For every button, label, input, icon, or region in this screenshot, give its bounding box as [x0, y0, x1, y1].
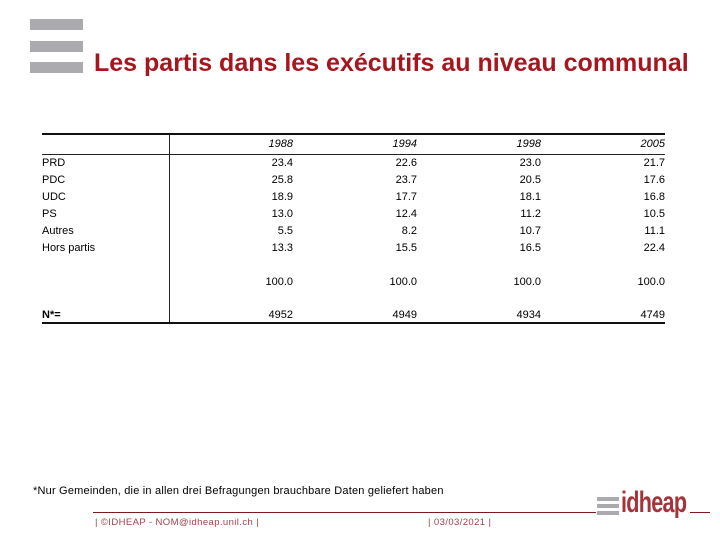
cell-value: 23.4: [271, 156, 293, 169]
cell-value: 12.4: [395, 207, 417, 220]
total-value: 100.0: [389, 275, 417, 288]
cell-value: 13.0: [271, 207, 293, 220]
row-label: Hors partis: [42, 239, 170, 256]
cell-value: 18.9: [271, 190, 293, 203]
table-corner-cell: [42, 134, 170, 155]
cell-value: 16.5: [519, 241, 541, 254]
footer-copyright: | ©IDHEAP - NOM@idheap.unil.ch |: [95, 517, 260, 528]
cell-value: 10.5: [643, 207, 665, 220]
idheap-logo-text: idheap: [621, 486, 687, 519]
cell-value: 20.5: [519, 173, 541, 186]
table-row: UDC 18.9 17.7 18.1 16.8: [42, 188, 665, 205]
row-label: UDC: [42, 188, 170, 205]
table-row: Hors partis 13.3 15.5 16.5 22.4: [42, 239, 665, 256]
footer-date: | 03/03/2021 |: [428, 517, 492, 528]
table-row: PS 13.0 12.4 11.2 10.5: [42, 205, 665, 222]
table-row: Autres 5.5 8.2 10.7 11.1: [42, 222, 665, 239]
total-value: 100.0: [513, 275, 541, 288]
header-bars-icon: [30, 19, 83, 30]
cell-value: 11.2: [520, 207, 541, 220]
table-spacer-row: [42, 290, 665, 307]
column-header-1994: 1994: [293, 134, 417, 155]
total-value: 100.0: [265, 275, 293, 288]
cell-value: 17.6: [643, 173, 665, 186]
cell-value: 5.5: [277, 224, 293, 237]
header-bars-icon: [30, 41, 83, 52]
cell-value: 22.6: [395, 156, 417, 169]
n-value: 4749: [640, 308, 665, 321]
table-total-row: 100.0 100.0 100.0 100.0: [42, 273, 665, 290]
idheap-bars-icon: [597, 497, 619, 501]
cell-value: 23.7: [395, 173, 417, 186]
n-value: 4952: [268, 308, 293, 321]
column-header-1998: 1998: [417, 134, 541, 155]
row-label: PDC: [42, 171, 170, 188]
results-table: 1988 1994 1998 2005 PRD 23.4 22.6 23.0 2…: [42, 133, 665, 324]
page-title: Les partis dans les exécutifs au niveau …: [94, 49, 689, 77]
n-value: 4949: [392, 308, 417, 321]
cell-value: 25.8: [271, 173, 293, 186]
cell-value: 21.7: [643, 156, 665, 169]
n-value: 4934: [516, 308, 541, 321]
cell-value: 10.7: [519, 224, 541, 237]
cell-value: 15.5: [395, 241, 417, 254]
row-label: PS: [42, 205, 170, 222]
footnote: *Nur Gemeinden, die in allen drei Befrag…: [33, 485, 444, 497]
cell-value: 18.1: [519, 190, 541, 203]
table-row: PDC 25.8 23.7 20.5 17.6: [42, 171, 665, 188]
total-value: 100.0: [637, 275, 665, 288]
cell-value: 8.2: [401, 224, 417, 237]
table-spacer-row: [42, 256, 665, 273]
table-header-row: 1988 1994 1998 2005: [42, 134, 665, 155]
table-row: PRD 23.4 22.6 23.0 21.7: [42, 154, 665, 171]
header-bars-icon: [30, 62, 83, 73]
cell-value: 16.8: [643, 190, 665, 203]
cell-value: 17.7: [395, 190, 417, 203]
row-label: Autres: [42, 222, 170, 239]
cell-value: 23.0: [519, 156, 541, 169]
idheap-bars-icon: [597, 504, 619, 508]
cell-value: 22.4: [643, 241, 665, 254]
idheap-logo: idheap: [596, 483, 690, 525]
idheap-bars-icon: [597, 511, 619, 515]
cell-value: 11.1: [644, 224, 665, 237]
footer-divider: [93, 512, 710, 513]
n-row-label: N*=: [42, 307, 170, 323]
column-header-1988: 1988: [169, 134, 293, 155]
table-n-row: N*= 4952 4949 4934 4749: [42, 307, 665, 323]
cell-value: 13.3: [271, 241, 293, 254]
row-label: PRD: [42, 154, 170, 171]
column-header-2005: 2005: [541, 134, 665, 155]
